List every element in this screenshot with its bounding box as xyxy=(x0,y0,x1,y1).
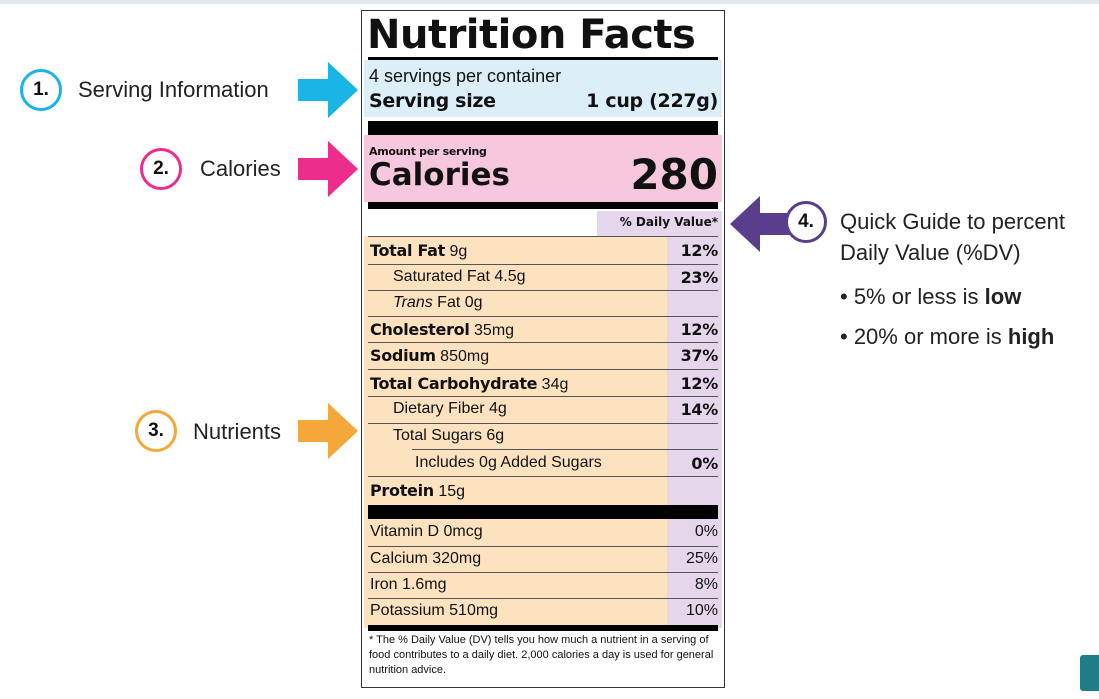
dv-total-carbohydrate: 12% xyxy=(680,374,719,393)
nutrient-name: Total Sugars xyxy=(393,427,482,444)
calories-label: Calories xyxy=(369,157,510,193)
nutrient-amount: 4g xyxy=(489,400,507,417)
servings-per-container: 4 servings per container xyxy=(369,66,562,86)
dv-column-highlight xyxy=(667,236,722,628)
rule xyxy=(368,476,718,477)
rule xyxy=(368,369,718,370)
arrow-right-icon xyxy=(298,141,358,197)
nutrient-added-sugars: Includes 0g Added Sugars xyxy=(415,454,602,471)
nutrient-name: Protein xyxy=(370,481,434,500)
rule xyxy=(368,264,718,265)
medium-rule xyxy=(368,625,718,631)
callout-number-1: 1. xyxy=(20,69,62,111)
nutrient-total-sugars: Total Sugars 6g xyxy=(393,427,504,445)
rule xyxy=(368,598,718,599)
dv-added-sugars: 0% xyxy=(691,454,718,473)
rule xyxy=(368,290,718,291)
thick-rule xyxy=(368,505,718,519)
calories-value: 280 xyxy=(630,150,718,199)
callout-label-serving: Serving Information xyxy=(78,77,269,102)
nutrient-amount: 15g xyxy=(438,483,466,500)
nutrient-trans-fat: Trans Fat 0g xyxy=(393,294,483,312)
top-border xyxy=(0,0,1099,4)
dv-vitamin-d: 0% xyxy=(694,523,718,540)
dv-header: % Daily Value* xyxy=(619,215,718,229)
calories-highlight xyxy=(364,135,722,202)
nutrient-amount: 34g xyxy=(541,376,569,393)
guide-high: • 20% or more is high xyxy=(840,324,1054,350)
rule xyxy=(368,572,718,573)
nutrient-name-italic: Trans xyxy=(393,294,433,311)
nutrient-name: Total Fat xyxy=(370,241,446,260)
nutrient-amount: 35mg xyxy=(474,322,515,339)
serving-size-value: 1 cup (227g) xyxy=(586,90,718,112)
rule xyxy=(368,546,718,547)
dv-header-highlight xyxy=(597,211,722,236)
nutrient-amount: 4.5g xyxy=(494,268,526,285)
callout-number-4: 4. xyxy=(785,201,827,243)
nutrient-amount: 0g xyxy=(464,294,483,311)
nutrient-protein: Protein 15g xyxy=(370,481,465,501)
rule xyxy=(412,449,718,450)
arrow-right-icon xyxy=(298,62,358,118)
dv-sodium: 37% xyxy=(680,346,719,365)
nutrient-sodium: Sodium 850mg xyxy=(370,346,489,366)
arrow-right-icon xyxy=(298,403,358,459)
footnote: * The % Daily Value (DV) tells you how m… xyxy=(369,634,714,676)
title-rule xyxy=(368,57,718,60)
amount-per-serving: Amount per serving xyxy=(369,145,487,158)
rule xyxy=(368,236,718,237)
guide-high-bold: high xyxy=(1007,324,1055,349)
dv-calcium: 25% xyxy=(685,550,718,567)
guide-low-prefix: • 5% or less is xyxy=(840,284,985,309)
dv-iron: 8% xyxy=(694,576,718,593)
nutrient-total-fat: Total Fat 9g xyxy=(370,241,467,261)
nutrient-name: Sodium xyxy=(370,346,436,365)
callout-label-nutrients: Nutrients xyxy=(193,419,282,444)
calcium: Calcium 320mg xyxy=(370,550,482,567)
callout-label-calories: Calories xyxy=(200,156,281,181)
callout-label-dv: Daily Value (%DV) xyxy=(840,240,1021,265)
guide-high-prefix: • 20% or more is xyxy=(840,324,1008,349)
nutrient-name: Saturated Fat xyxy=(393,268,490,285)
nutrient-total-carbohydrate: Total Carbohydrate 34g xyxy=(370,374,568,394)
nutrient-cholesterol: Cholesterol 35mg xyxy=(370,320,514,340)
dv-potassium: 10% xyxy=(685,602,718,619)
guide-low-bold: low xyxy=(984,284,1022,309)
nutrient-amount: 6g xyxy=(486,427,505,444)
nutrient-name: Dietary Fiber xyxy=(393,400,485,417)
nutrient-name: Fat xyxy=(432,294,461,311)
rule xyxy=(368,396,718,397)
serving-highlight xyxy=(364,60,722,117)
dv-cholesterol: 12% xyxy=(680,320,719,339)
callout-label-quick-guide: Quick Guide to percent xyxy=(840,209,1066,234)
dv-saturated-fat: 23% xyxy=(680,268,719,287)
thick-rule xyxy=(368,121,718,135)
potassium: Potassium 510mg xyxy=(370,602,499,619)
dv-dietary-fiber: 14% xyxy=(680,400,719,419)
corner-tab-button[interactable] xyxy=(1080,655,1099,691)
rule xyxy=(368,423,718,424)
callout-number-3: 3. xyxy=(135,410,177,452)
serving-size-label: Serving size xyxy=(369,90,496,112)
medium-rule xyxy=(368,202,718,209)
vitamin-d: Vitamin D 0mcg xyxy=(370,523,483,540)
nutrient-saturated-fat: Saturated Fat 4.5g xyxy=(393,268,526,286)
nutrient-name: Total Carbohydrate xyxy=(370,374,538,393)
rule xyxy=(368,316,718,317)
rule xyxy=(368,342,718,343)
iron: Iron 1.6mg xyxy=(370,576,447,593)
arrow-left-icon xyxy=(730,196,790,252)
guide-low: • 5% or less is low xyxy=(840,284,1021,310)
nutrient-amount: 9g xyxy=(449,243,468,260)
callout-number-2: 2. xyxy=(140,148,182,190)
label-title: Nutrition Facts xyxy=(367,12,696,58)
nutrient-amount: 850mg xyxy=(440,348,490,365)
nutrient-dietary-fiber: Dietary Fiber 4g xyxy=(393,400,507,418)
nutrient-name: Cholesterol xyxy=(370,320,470,339)
dv-total-fat: 12% xyxy=(680,241,719,260)
nutrients-highlight xyxy=(364,236,667,628)
